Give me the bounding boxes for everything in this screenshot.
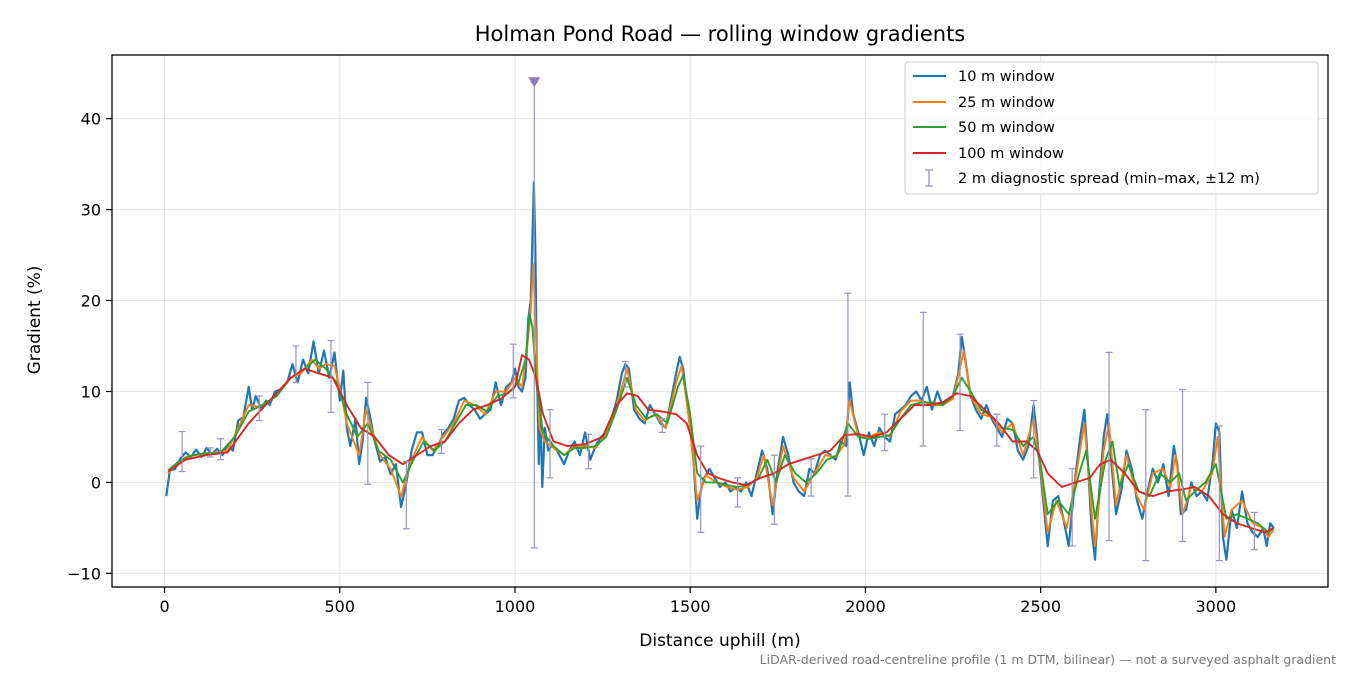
legend-label-50m: 50 m window [958,120,1055,136]
legend-label-25m: 25 m window [958,95,1055,111]
legend-label-100m: 100 m window [958,146,1064,162]
peak-marker [528,77,541,88]
series-line-2 [167,263,1275,548]
y-tick-label: 20 [81,292,101,311]
spread-bar [217,438,225,461]
legend: 10 m window 25 m window 50 m window 100 … [904,61,1319,195]
spread-bar [993,413,1001,447]
spread-bar [1105,351,1113,542]
spread-bar [364,381,372,485]
spread-bar [255,395,263,422]
spread-bar [658,418,666,434]
y-tick-label: 40 [81,110,101,129]
spread-bar [585,433,593,470]
diagnostic-spread-bars [178,77,1258,562]
spread-bar [881,413,889,452]
spread-bar [327,339,335,413]
spread-bar [292,345,300,383]
spread-bar [621,360,629,388]
x-tick-label: 0 [159,597,169,616]
x-tick-label: 3000 [1196,597,1237,616]
spread-bar [1142,409,1150,562]
x-axis-title: Distance uphill (m) [639,631,800,651]
y-tick-label: −10 [67,564,101,583]
spread-bar [178,430,186,473]
chart-title: Holman Pond Road — rolling window gradie… [475,22,966,46]
spread-bar [402,460,410,530]
spread-bar [206,447,214,458]
spread-bar [734,477,742,508]
y-tick-label: 30 [81,201,101,220]
spread-bar [770,454,778,525]
x-tick-label: 2500 [1020,597,1061,616]
plot-frame [111,54,1329,588]
y-axis-ticks: −10 0 10 20 30 40 [67,110,112,583]
spread-bar [807,458,815,497]
x-axis-ticks: 0 500 1000 1500 2000 2500 3000 [159,587,1236,616]
spread-bar [546,409,554,479]
x-tick-label: 500 [325,597,356,616]
y-axis-title: Gradient (%) [25,266,45,375]
spread-bar [1030,399,1038,479]
spread-bar [844,292,852,497]
x-tick-label: 1000 [495,597,536,616]
y-tick-label: 10 [81,382,101,401]
footnote: LiDAR-derived road-centreline profile (1… [760,652,1336,667]
series-line-4 [167,354,1275,534]
spread-bar [1068,468,1076,547]
spread-bar [1250,511,1258,551]
spread-bar [1215,425,1223,562]
x-tick-label: 1500 [670,597,711,616]
spread-bar [956,333,964,432]
series-line-1 [165,181,1275,561]
spread-bar [919,311,927,447]
legend-swatch-spread [925,169,933,187]
spread-bar [1179,389,1187,543]
x-tick-label: 2000 [845,597,886,616]
legend-box [904,61,1319,195]
legend-label-spread: 2 m diagnostic spread (min–max, ±12 m) [958,171,1260,187]
legend-label-10m: 10 m window [958,69,1055,85]
spread-bar [437,429,445,454]
spread-bar [697,445,705,534]
spread-bar [509,343,517,399]
series-lines [165,181,1275,561]
y-tick-label: 0 [91,473,101,492]
